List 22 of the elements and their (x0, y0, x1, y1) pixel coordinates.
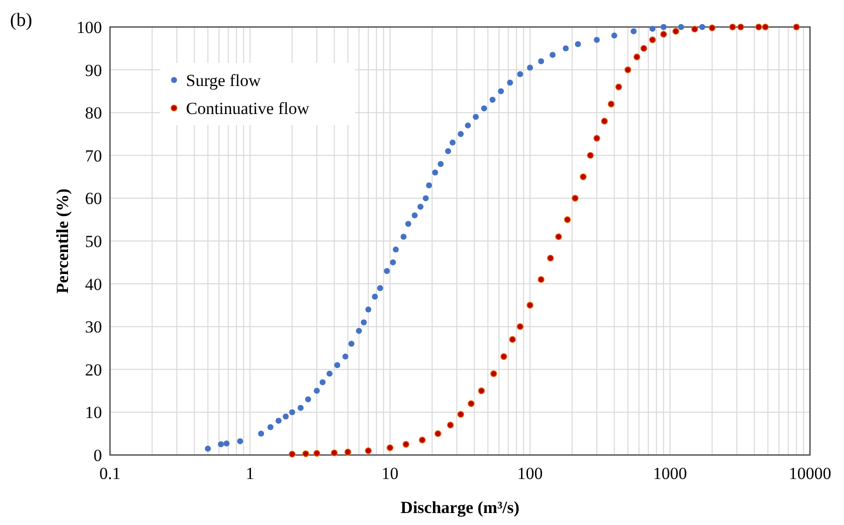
y-tick-label: 30 (85, 318, 102, 337)
legend-label: Continuative flow (186, 99, 310, 118)
x-tick-label: 0.1 (99, 464, 121, 483)
y-tick-label: 70 (85, 146, 102, 166)
x-tick-label: 10 (382, 464, 398, 483)
y-tick-label: 40 (85, 274, 102, 294)
y-tick-label: 80 (85, 104, 102, 123)
y-tick-label: 10 (85, 403, 102, 422)
y-tick-label: 0 (94, 446, 102, 465)
y-tick-label: 100 (76, 18, 102, 37)
y-tick-label: 60 (85, 189, 102, 208)
x-tick-label: 10000 (788, 464, 832, 483)
text: (b) (10, 10, 32, 31)
y-tick-label: 90 (85, 60, 102, 80)
x-tick-label: 1 (246, 464, 254, 483)
y-axis-title: Percentile (%) (53, 188, 72, 294)
y-tick-label: 50 (85, 232, 102, 251)
y-tick-label: 20 (85, 360, 102, 380)
x-tick-label: 100 (517, 464, 543, 483)
legend-label: Surge flow (186, 71, 262, 90)
x-tick-label: 1000 (653, 464, 687, 483)
x-axis-title: Discharge (m³/s) (400, 498, 520, 517)
